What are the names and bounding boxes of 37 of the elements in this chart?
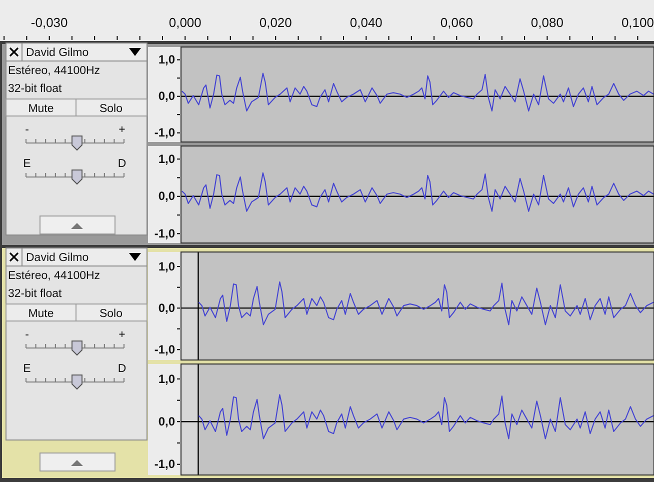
annotation: - <box>25 329 30 341</box>
annotation: Estéreo, 44100Hz <box>8 65 100 77</box>
annotation: D <box>118 363 126 375</box>
x-tick-label: -0,030 <box>30 15 68 30</box>
y-tick-label: 1,0 <box>158 152 176 166</box>
y-tick-label: 1,0 <box>158 259 176 274</box>
annotation: E <box>23 363 32 375</box>
annotation: D <box>118 158 126 170</box>
annotation: + <box>118 329 126 341</box>
y-tick-label: -1,0 <box>154 226 176 241</box>
annotation: David Gilmo <box>26 47 89 59</box>
annotation: - <box>25 124 30 136</box>
y-tick-label: 1,0 <box>158 52 176 67</box>
y-tick-label: 0,0 <box>158 89 176 104</box>
x-tick-label: 0,040 <box>350 15 382 30</box>
x-tick-label: 0,000 <box>168 15 202 30</box>
y-tick-label: -1,0 <box>154 342 176 356</box>
annotation: Estéreo, 44100Hz <box>8 270 100 282</box>
annotation: E <box>23 158 32 170</box>
y-tick-label: 1,0 <box>158 372 176 386</box>
annotation: Mute <box>28 103 54 115</box>
annotation: 32-bit float <box>8 288 63 300</box>
x-tick-label: 0,080 <box>530 15 564 30</box>
x-tick-label: 0,060 <box>440 15 473 30</box>
annotation: + <box>118 124 126 136</box>
annotation: Solo <box>99 308 123 320</box>
x-tick-label: 0,020 <box>259 15 292 30</box>
annotation: Solo <box>99 103 123 115</box>
annotation: 32-bit float <box>8 83 63 95</box>
y-tick-label: -1,0 <box>154 126 176 140</box>
y-tick-label: 0,0 <box>158 414 176 428</box>
y-tick-label: -1,0 <box>154 457 176 472</box>
annotation: David Gilmo <box>26 252 89 264</box>
y-tick-label: 0,0 <box>158 300 176 315</box>
y-tick-label: 0,0 <box>158 189 176 204</box>
annotation: Mute <box>28 308 54 320</box>
x-tick-label: 0,100 <box>621 15 654 30</box>
